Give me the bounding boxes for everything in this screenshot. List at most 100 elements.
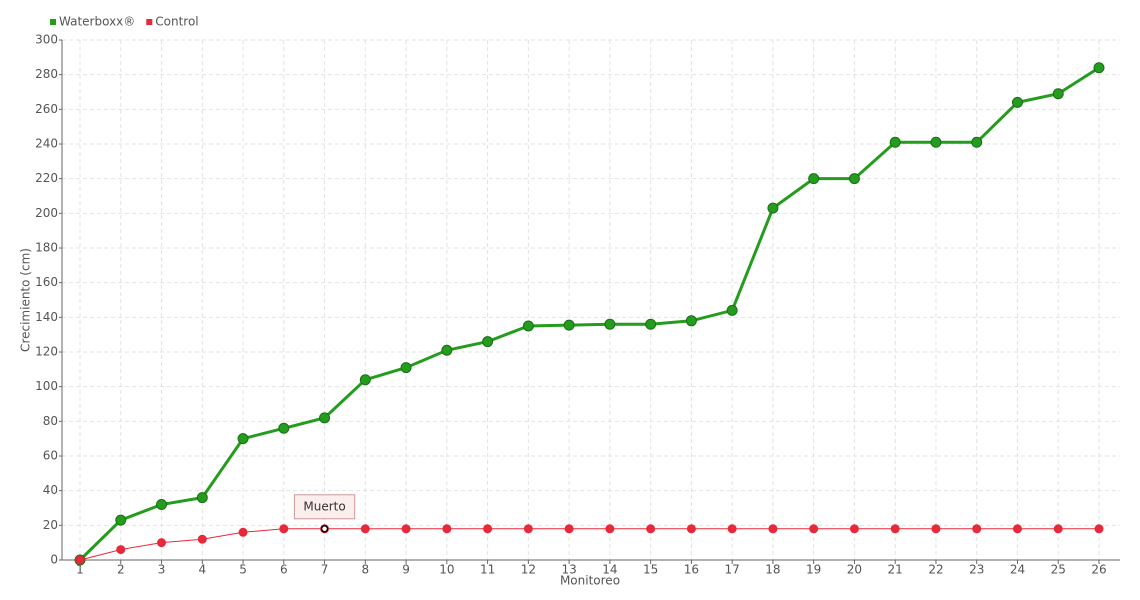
data-point [931, 524, 941, 534]
data-point [971, 136, 983, 148]
x-tick-label: 19 [806, 563, 821, 577]
legend-label: Waterboxx® [59, 15, 135, 29]
x-tick-label: 18 [765, 563, 780, 577]
data-point [401, 524, 411, 534]
data-point [523, 524, 533, 534]
annotation-marker [320, 525, 329, 533]
x-tick-label: 25 [1051, 563, 1066, 577]
data-point [685, 315, 697, 327]
legend-swatch [50, 19, 56, 25]
x-tick-label: 24 [1010, 563, 1025, 577]
data-point [646, 524, 656, 534]
data-point [768, 524, 778, 534]
data-point [930, 136, 942, 148]
data-point [441, 344, 453, 356]
x-tick-label: 26 [1091, 563, 1106, 577]
y-tick-label: 300 [35, 33, 58, 47]
data-point [849, 524, 859, 534]
y-axis-label: Crecimiento (cm) [19, 248, 33, 352]
y-tick-label: 0 [50, 553, 58, 567]
data-point [686, 524, 696, 534]
data-point [522, 320, 534, 332]
y-tick-label: 80 [43, 414, 58, 428]
data-point [75, 555, 85, 565]
annotation-box [293, 494, 356, 520]
data-point [237, 433, 249, 445]
x-tick-label: 11 [480, 563, 495, 577]
data-point [483, 524, 493, 534]
data-point [1093, 62, 1105, 74]
series-line [79, 528, 1099, 561]
x-tick-label: 10 [439, 563, 454, 577]
data-point [1052, 88, 1064, 100]
data-point [848, 173, 860, 185]
data-point [1094, 524, 1104, 534]
y-tick-label: 160 [35, 275, 58, 289]
data-point [1011, 96, 1023, 108]
y-tick-label: 200 [35, 206, 58, 220]
y-tick-label: 240 [35, 137, 58, 151]
data-point [238, 527, 248, 537]
data-point [157, 538, 167, 548]
x-tick-label: 1 [76, 563, 84, 577]
x-axis-label: Monitoreo [560, 574, 620, 588]
data-point [564, 524, 574, 534]
x-tick-label: 8 [361, 563, 369, 577]
data-point [727, 524, 737, 534]
data-point [279, 524, 289, 534]
y-tick-label: 20 [43, 518, 58, 532]
y-tick-label: 60 [43, 449, 58, 463]
data-point [196, 492, 208, 504]
data-point [278, 422, 290, 434]
data-point [400, 362, 412, 374]
data-point [972, 524, 982, 534]
y-tick-label: 260 [35, 102, 58, 116]
x-tick-label: 9 [402, 563, 410, 577]
data-point [809, 524, 819, 534]
x-tick-label: 16 [684, 563, 699, 577]
annotation: Muerto [293, 494, 356, 533]
series-line [78, 66, 1100, 562]
y-tick-label: 100 [35, 379, 58, 393]
x-tick-label: 4 [198, 563, 206, 577]
annotation-text: Muerto [303, 499, 345, 513]
data-point [319, 412, 331, 424]
y-tick-label: 180 [35, 241, 58, 255]
data-point [115, 514, 127, 526]
data-point [156, 499, 168, 511]
x-tick-label: 5 [239, 563, 247, 577]
data-point [116, 545, 126, 555]
legend-label: Control [155, 15, 198, 29]
y-tick-label: 120 [35, 345, 58, 359]
data-point [726, 304, 738, 316]
data-point [808, 173, 820, 185]
data-point [1012, 524, 1022, 534]
y-tick-label: 220 [35, 171, 58, 185]
y-tick-label: 140 [35, 310, 58, 324]
x-tick-label: 14 [602, 563, 617, 577]
data-point [889, 136, 901, 148]
x-tick-label: 15 [643, 563, 658, 577]
y-tick-label: 280 [35, 67, 58, 81]
data-point [767, 202, 779, 214]
x-tick-label: 2 [117, 563, 125, 577]
y-tick-label: 40 [43, 483, 58, 497]
legend-swatch [146, 19, 153, 25]
x-tick-label: 23 [969, 563, 984, 577]
data-point [1053, 524, 1063, 534]
data-point [482, 336, 494, 348]
x-tick-label: 13 [561, 563, 576, 577]
x-tick-label: 20 [847, 563, 862, 577]
x-tick-label: 17 [725, 563, 740, 577]
x-tick-label: 22 [928, 563, 943, 577]
data-point [605, 524, 615, 534]
x-tick-label: 7 [321, 563, 329, 577]
data-point [890, 524, 900, 534]
x-tick-label: 21 [888, 563, 903, 577]
data-point [604, 318, 616, 330]
data-point [563, 319, 575, 331]
x-tick-label: 12 [521, 563, 536, 577]
data-point [442, 524, 452, 534]
data-point [645, 318, 657, 330]
